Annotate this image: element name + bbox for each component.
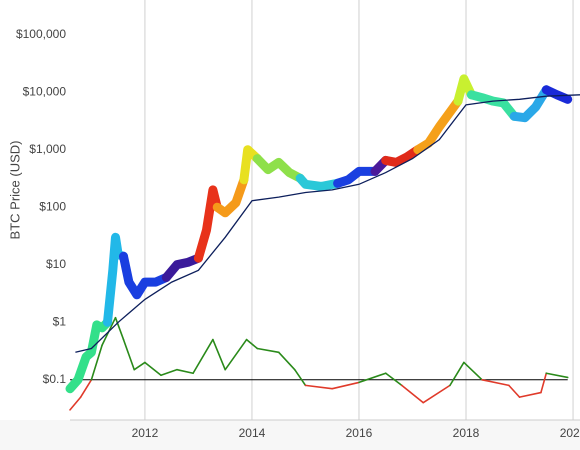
x-tick-label: 2014 [239,426,266,440]
x-tick-label: 2016 [346,426,373,440]
oscillator-segment [449,361,465,387]
oscillator-segment [192,338,214,375]
oscillator-segment [508,384,521,398]
y-tick-label: $100 [39,199,66,213]
oscillator-segment [69,396,82,411]
price-band [453,74,476,106]
oscillator-segment [384,372,403,387]
oscillator-segment [245,338,259,350]
price-band [413,96,463,155]
oscillator-segment [304,384,334,390]
y-axis-label: BTC Price (USD) [7,141,22,240]
oscillator-segment [463,361,483,381]
price-band [119,251,171,300]
y-tick-label: $1,000 [29,142,66,156]
price-band [295,173,343,191]
oscillator-segment [277,351,296,371]
y-tick-label: $10 [46,257,66,271]
oscillator-segment [358,372,387,384]
plot-area [70,0,580,420]
oscillator-segment [224,338,248,371]
oscillator-segment [481,378,510,387]
price-band [65,317,112,394]
price-band [509,85,551,123]
oscillator-segment [144,361,162,377]
oscillator-segment [518,391,542,398]
oscillator-segment [545,372,569,379]
price-band [252,154,305,183]
x-tick-label: 2018 [453,426,480,440]
x-tick-label: 2020 [560,426,580,440]
oscillator-segment [331,381,360,390]
y-tick-label: $1 [53,314,67,328]
oscillator-segment [122,338,136,371]
x-axis-band [0,420,580,450]
oscillator-segment [212,338,226,371]
oscillator-segment [293,368,307,387]
price-band [161,253,203,282]
oscillator-segment [256,347,280,354]
oscillator-segment [133,361,146,371]
moving-average [75,94,580,353]
oscillator-segment [422,384,451,404]
price-band [381,145,423,167]
price-band [333,166,380,188]
oscillator-segment [540,372,548,394]
oscillator-segment [114,316,125,341]
price-band [212,175,249,218]
oscillator-segment [176,368,194,375]
oscillator-segment [90,344,103,381]
oscillator-segment [160,368,178,377]
oscillator-segment [79,378,93,398]
x-tick-label: 2012 [132,426,159,440]
y-tick-label: $10,000 [23,84,67,98]
price-band [541,85,573,104]
y-tick-label: $0.1 [43,372,67,386]
y-tick-label: $100,000 [16,27,66,41]
price-band [193,185,222,263]
oscillator-segment [400,384,425,404]
